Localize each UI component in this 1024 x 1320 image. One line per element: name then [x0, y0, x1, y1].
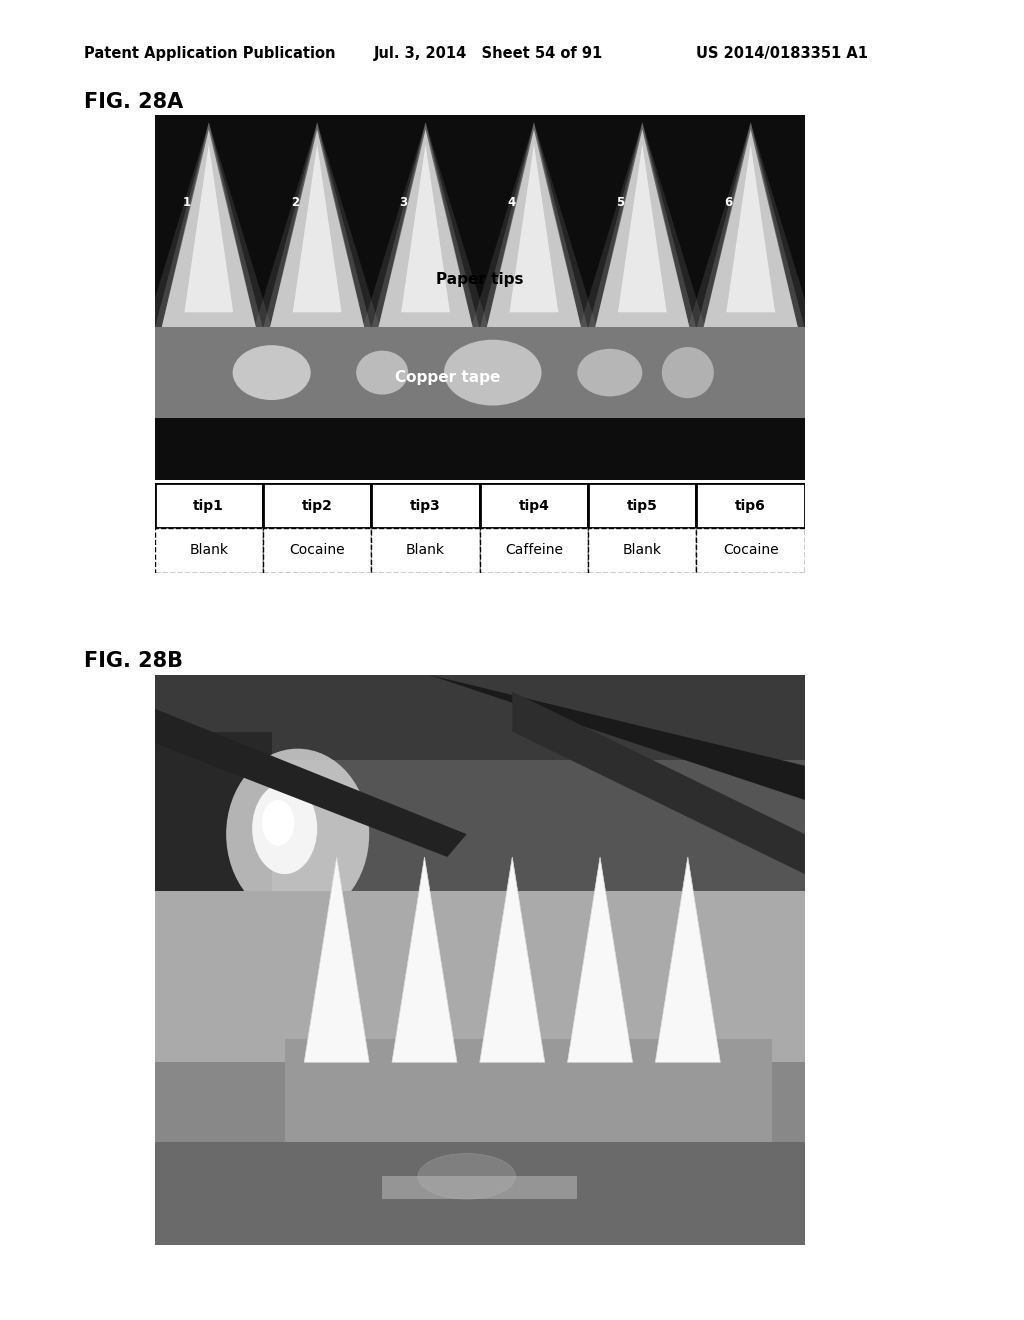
- Ellipse shape: [578, 348, 642, 396]
- Ellipse shape: [356, 351, 409, 395]
- Polygon shape: [475, 123, 593, 346]
- Polygon shape: [357, 123, 494, 346]
- Bar: [588, 483, 696, 528]
- Text: FIG. 28A: FIG. 28A: [84, 92, 183, 112]
- Text: tip4: tip4: [518, 499, 549, 512]
- Text: Jul. 3, 2014   Sheet 54 of 91: Jul. 3, 2014 Sheet 54 of 91: [374, 46, 603, 61]
- Bar: [696, 483, 805, 528]
- Polygon shape: [151, 123, 267, 346]
- Bar: [155, 483, 263, 528]
- Polygon shape: [479, 857, 545, 1063]
- Polygon shape: [392, 857, 457, 1063]
- Text: Blank: Blank: [623, 544, 662, 557]
- Bar: [155, 327, 805, 418]
- Text: 3: 3: [399, 197, 408, 209]
- Text: FIG. 28B: FIG. 28B: [84, 651, 183, 671]
- Polygon shape: [574, 123, 711, 346]
- Bar: [155, 1142, 805, 1245]
- Polygon shape: [377, 129, 474, 334]
- Polygon shape: [140, 123, 278, 346]
- Ellipse shape: [662, 347, 714, 399]
- Text: Blank: Blank: [407, 544, 445, 557]
- Bar: [155, 731, 271, 931]
- Bar: [479, 528, 588, 573]
- Bar: [155, 528, 263, 573]
- Polygon shape: [375, 123, 477, 346]
- Polygon shape: [304, 857, 370, 1063]
- Text: Copper tape: Copper tape: [394, 370, 500, 384]
- Polygon shape: [259, 123, 376, 346]
- Ellipse shape: [252, 783, 317, 874]
- Text: tip3: tip3: [411, 499, 441, 512]
- Ellipse shape: [232, 346, 310, 400]
- Polygon shape: [591, 123, 693, 346]
- Bar: [372, 528, 479, 573]
- Bar: [263, 483, 372, 528]
- Text: Paper tips: Paper tips: [436, 272, 523, 286]
- Bar: [696, 528, 805, 573]
- Polygon shape: [584, 123, 700, 346]
- Polygon shape: [655, 857, 720, 1063]
- Text: 6: 6: [725, 197, 733, 209]
- Text: Cocaine: Cocaine: [723, 544, 778, 557]
- Bar: [588, 528, 696, 573]
- Polygon shape: [158, 123, 260, 346]
- Ellipse shape: [444, 339, 542, 405]
- Polygon shape: [701, 129, 800, 334]
- Polygon shape: [466, 123, 602, 346]
- Polygon shape: [266, 123, 369, 346]
- Bar: [479, 483, 588, 528]
- Polygon shape: [594, 129, 691, 334]
- Polygon shape: [155, 709, 467, 857]
- Polygon shape: [268, 129, 366, 334]
- Polygon shape: [482, 123, 585, 346]
- Text: US 2014/0183351 A1: US 2014/0183351 A1: [696, 46, 868, 61]
- Polygon shape: [249, 123, 385, 346]
- Polygon shape: [726, 144, 775, 313]
- Text: 1: 1: [183, 197, 190, 209]
- Polygon shape: [367, 123, 484, 346]
- Bar: [372, 483, 479, 528]
- Bar: [155, 891, 805, 1063]
- Polygon shape: [184, 144, 233, 313]
- Polygon shape: [699, 123, 802, 346]
- Polygon shape: [160, 129, 258, 334]
- Text: 2: 2: [291, 197, 299, 209]
- Polygon shape: [512, 692, 805, 874]
- Polygon shape: [485, 129, 583, 334]
- Bar: [155, 675, 805, 760]
- Text: tip6: tip6: [735, 499, 766, 512]
- Text: 5: 5: [616, 197, 625, 209]
- Text: tip1: tip1: [194, 499, 224, 512]
- Text: Patent Application Publication: Patent Application Publication: [84, 46, 336, 61]
- Polygon shape: [692, 123, 809, 346]
- Text: Cocaine: Cocaine: [290, 544, 345, 557]
- Polygon shape: [567, 857, 633, 1063]
- Polygon shape: [617, 144, 667, 313]
- Polygon shape: [401, 144, 450, 313]
- Bar: [285, 1039, 772, 1142]
- Bar: [155, 675, 805, 903]
- Polygon shape: [682, 123, 819, 346]
- Ellipse shape: [262, 800, 295, 846]
- Text: 4: 4: [508, 197, 516, 209]
- Ellipse shape: [226, 748, 370, 920]
- Ellipse shape: [418, 1154, 515, 1199]
- Text: tip5: tip5: [627, 499, 657, 512]
- Bar: [263, 528, 372, 573]
- Polygon shape: [293, 144, 342, 313]
- Text: Caffeine: Caffeine: [505, 544, 563, 557]
- Text: tip2: tip2: [302, 499, 333, 512]
- Text: Blank: Blank: [189, 544, 228, 557]
- Polygon shape: [428, 675, 805, 800]
- Polygon shape: [510, 144, 558, 313]
- Bar: [382, 1176, 578, 1199]
